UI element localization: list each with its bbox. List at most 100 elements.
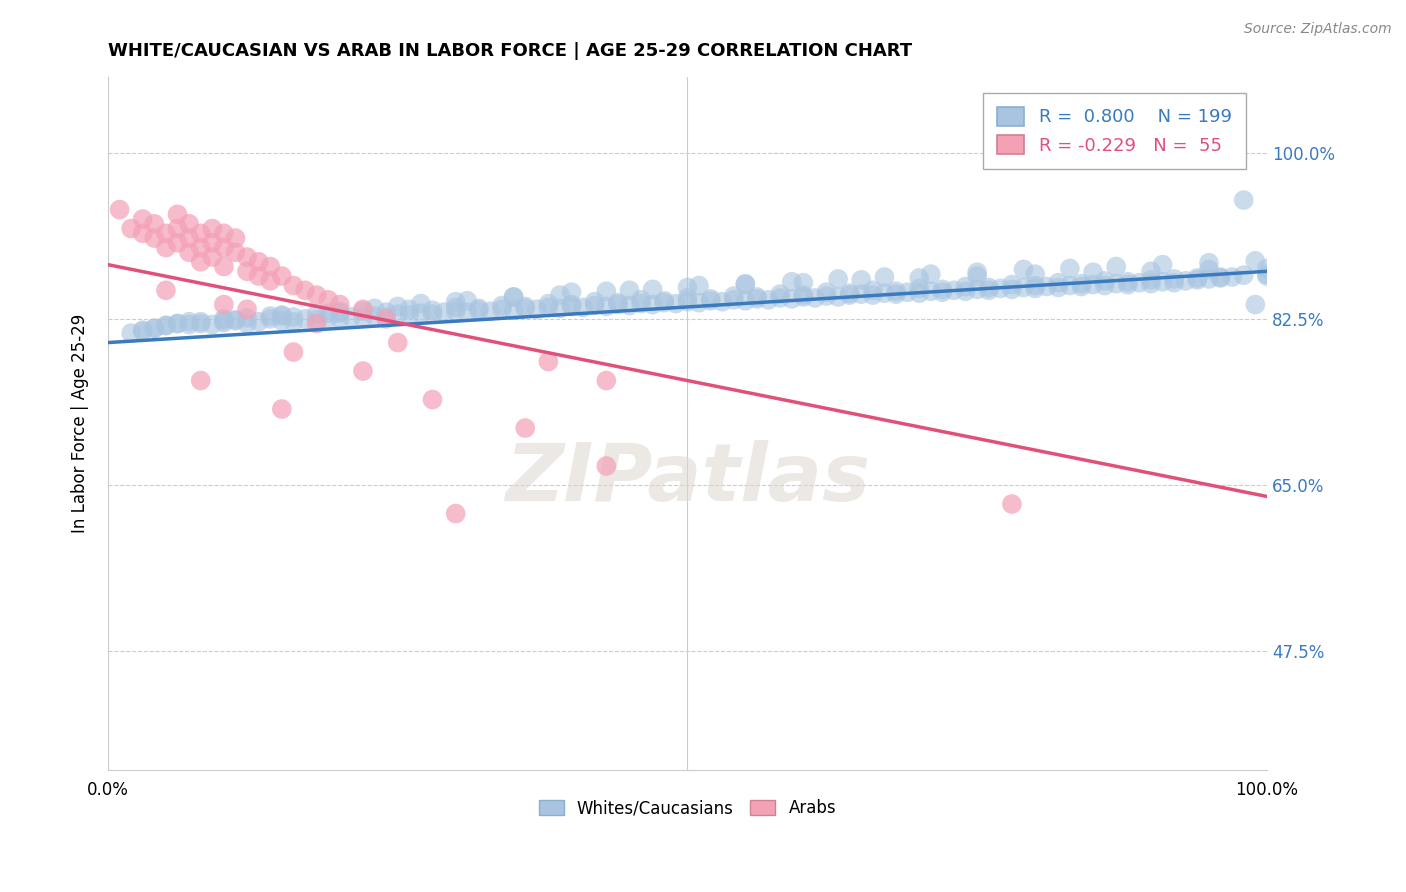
Point (838, 288, 860, 302)
Point (711, 294, 734, 309)
Point (444, 507, 467, 521)
Point (884, 285, 907, 299)
Point (1070, 277, 1092, 291)
Point (734, 293, 756, 308)
Point (1128, 276, 1150, 290)
Point (1140, 277, 1163, 291)
Point (862, 283, 884, 297)
Point (977, 280, 1000, 294)
Point (190, 315, 212, 329)
Point (179, 318, 201, 332)
Point (1081, 265, 1104, 279)
Point (699, 292, 721, 306)
Point (780, 275, 803, 289)
Point (224, 231, 246, 245)
Point (1198, 272, 1220, 286)
Point (515, 301, 537, 316)
Point (409, 296, 432, 310)
Point (792, 290, 814, 304)
Point (537, 296, 560, 310)
Point (758, 293, 780, 307)
Point (259, 309, 281, 323)
Point (676, 280, 699, 294)
Point (1152, 258, 1174, 272)
Point (387, 335, 409, 350)
Point (363, 301, 385, 316)
Point (641, 282, 664, 296)
Point (699, 293, 721, 308)
Point (595, 285, 617, 299)
Point (1081, 277, 1104, 292)
Point (931, 282, 953, 296)
Point (305, 317, 328, 331)
Point (1001, 497, 1024, 511)
Point (132, 227, 155, 241)
Point (236, 310, 259, 325)
Point (955, 279, 977, 293)
Point (1012, 280, 1035, 294)
Point (676, 294, 699, 309)
Point (316, 310, 339, 325)
Point (688, 295, 710, 310)
Point (179, 217, 201, 231)
Point (1094, 274, 1116, 288)
Point (502, 303, 524, 318)
Point (966, 265, 988, 279)
Point (734, 277, 756, 291)
Point (630, 293, 652, 307)
Point (166, 317, 188, 331)
Point (212, 314, 235, 328)
Point (723, 289, 745, 303)
Point (422, 307, 444, 321)
Point (224, 314, 246, 328)
Point (873, 270, 896, 285)
Point (329, 304, 352, 318)
Point (1256, 268, 1278, 283)
Point (409, 306, 432, 320)
Point (1244, 253, 1267, 268)
Point (270, 309, 292, 323)
Point (641, 297, 664, 311)
Point (792, 288, 814, 302)
Point (862, 288, 884, 302)
Point (444, 304, 467, 318)
Point (1256, 267, 1278, 281)
Point (305, 288, 328, 302)
Point (491, 302, 513, 317)
Point (236, 317, 259, 331)
Point (352, 310, 374, 325)
Point (190, 227, 212, 241)
Point (259, 311, 281, 326)
Point (329, 306, 352, 320)
Point (1174, 274, 1197, 288)
Point (897, 285, 920, 300)
Point (132, 323, 155, 337)
Point (352, 302, 374, 317)
Point (548, 301, 571, 316)
Point (1105, 277, 1128, 291)
Point (606, 295, 628, 310)
Point (247, 255, 270, 269)
Point (873, 286, 896, 301)
Point (329, 297, 352, 311)
Point (955, 285, 977, 299)
Point (1187, 271, 1209, 285)
Point (827, 272, 849, 286)
Point (132, 212, 155, 227)
Point (143, 217, 166, 231)
Point (502, 290, 524, 304)
Point (444, 301, 467, 315)
Point (155, 318, 177, 333)
Point (665, 296, 688, 310)
Point (1163, 276, 1185, 290)
Point (723, 293, 745, 307)
Point (1024, 267, 1046, 281)
Point (908, 271, 931, 285)
Point (120, 221, 142, 235)
Point (851, 287, 873, 301)
Point (515, 300, 537, 314)
Point (456, 293, 478, 308)
Point (491, 299, 513, 313)
Point (468, 303, 491, 318)
Point (247, 268, 270, 283)
